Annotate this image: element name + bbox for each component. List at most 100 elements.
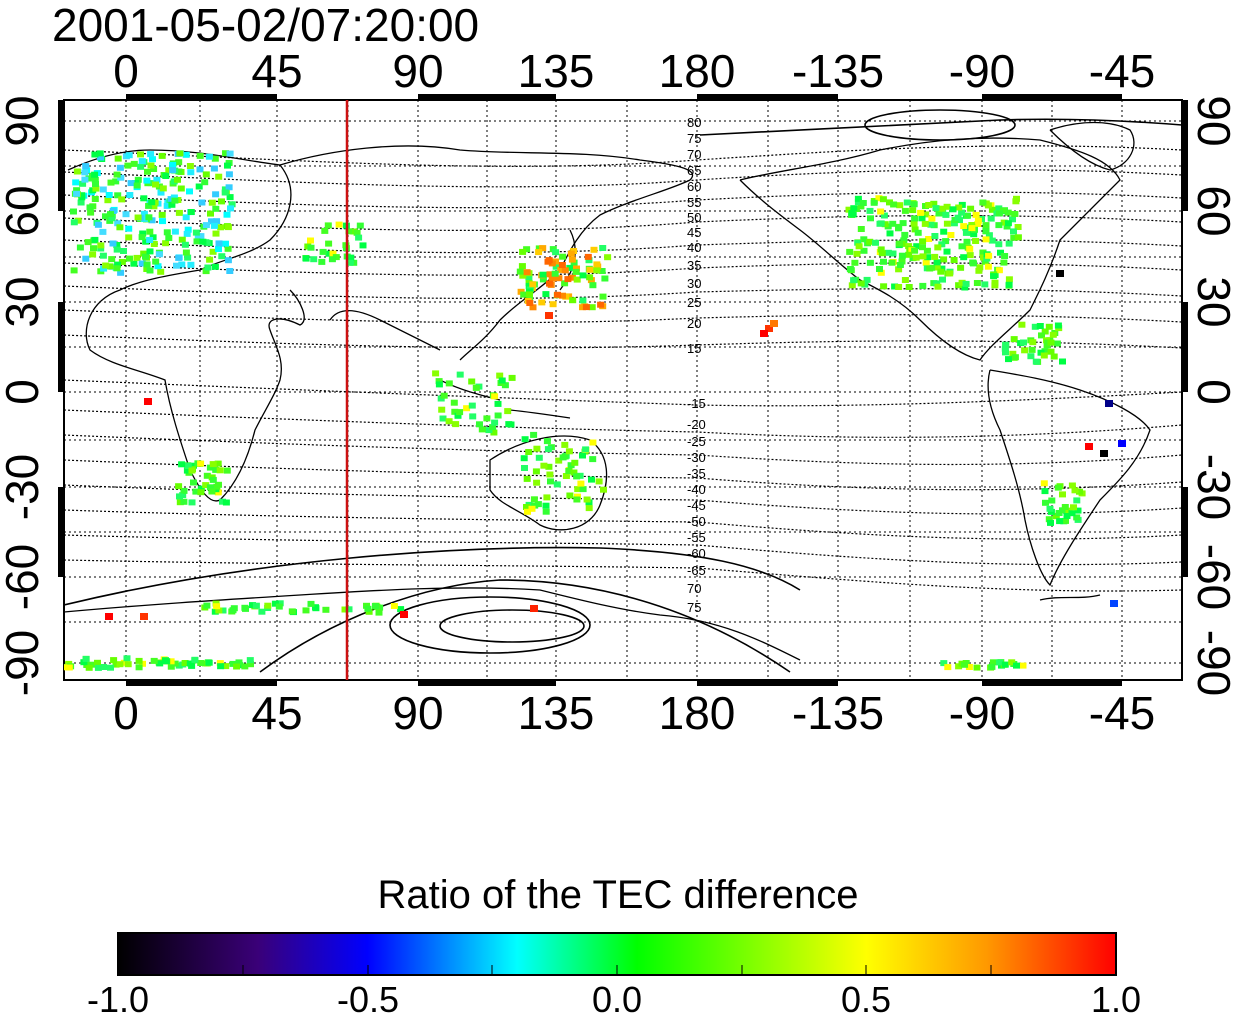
tec-data-cell [531, 502, 539, 509]
tec-data-cell [182, 151, 190, 158]
contour-labels-south: -15 -20 -25 -30 -35 -40 -45 -50 -55 -60 … [687, 396, 706, 615]
tec-data-cell [962, 280, 970, 287]
tec-data-cell [1068, 510, 1076, 517]
tec-data-cell [521, 465, 528, 471]
tec-data-cell [188, 499, 196, 506]
tec-data-cell [566, 264, 574, 271]
tec-data-cell [451, 408, 459, 415]
tec-data-cell [926, 265, 934, 272]
tec-data-cell [870, 199, 878, 206]
tec-data-cell [491, 419, 499, 426]
tec-data-cell [990, 273, 998, 280]
tec-data-cell [435, 378, 443, 385]
tec-data-cell [258, 608, 266, 615]
tec-data-cell [190, 462, 197, 469]
tec-data-cell [1029, 339, 1037, 346]
tec-data-cell [1000, 219, 1008, 226]
tec-data-cell [985, 252, 993, 259]
tec-data-cell [565, 468, 573, 474]
tec-data-cell [307, 237, 314, 244]
tec-data-cell [94, 664, 102, 671]
tec-data-hotspot [1085, 443, 1093, 450]
tec-data-cell [154, 263, 162, 270]
tec-data-cell [142, 238, 150, 245]
tec-data-cell [87, 209, 95, 216]
tec-data-cell [175, 254, 183, 261]
tec-data-cell [203, 602, 211, 609]
tec-data-cell [70, 219, 78, 226]
tec-data-cell [965, 664, 973, 670]
tec-data-cell [853, 250, 861, 257]
colorbar-tick-half: 0.5 [840, 979, 892, 1020]
tec-data-cell [211, 155, 219, 162]
tec-data-cell [197, 660, 205, 666]
tec-data-cell [555, 457, 563, 464]
tec-data-cell [582, 446, 590, 453]
tec-data-cell [175, 168, 183, 175]
tec-data-cell [113, 242, 121, 248]
tec-data-cell [880, 212, 888, 219]
tec-data-cell [81, 169, 89, 176]
tec-data-cell [913, 243, 921, 250]
contour-label: 45 [687, 225, 701, 240]
tec-data-cell [919, 244, 926, 251]
tec-data-cell [974, 221, 982, 227]
tec-data-cell [910, 220, 918, 227]
tec-data-cell [599, 245, 607, 251]
tec-data-cell [523, 475, 531, 482]
tec-data-cell [165, 235, 173, 241]
tec-data-cell [551, 270, 559, 277]
tec-data-cell [217, 663, 225, 670]
top-lon-tick-45: 45 [251, 45, 303, 97]
tec-data-cell [573, 496, 581, 503]
top-lon-tick-neg90: -90 [948, 45, 1016, 97]
tec-data-cell [886, 230, 894, 237]
tec-data-cell [1068, 482, 1076, 489]
tec-data-cell [204, 264, 212, 271]
contour-labels-north: 80 75 70 65 60 55 50 45 40 35 30 25 20 1… [687, 115, 701, 356]
tec-data-cell [985, 232, 993, 239]
tec-data-cell [567, 250, 575, 257]
tec-data-cell [967, 205, 975, 212]
tec-data-hotspot [144, 398, 152, 405]
contour-label: -50 [687, 514, 706, 529]
tec-data-cell [197, 489, 205, 496]
tec-data-cell [322, 606, 330, 613]
tec-data-cell [202, 482, 210, 489]
tec-data-cell [118, 196, 126, 203]
tec-data-cell [526, 300, 534, 306]
tec-data-cell [184, 463, 192, 469]
tec-data-cell [174, 176, 181, 183]
tec-data-cell [177, 185, 185, 192]
tec-data-cell [523, 269, 531, 276]
tec-data-cell [229, 660, 237, 667]
tec-data-cell [208, 218, 215, 225]
contour-label: 30 [687, 276, 701, 291]
tec-data-cell [1040, 352, 1048, 359]
tec-data-cell [933, 280, 941, 287]
tec-data-cell [215, 240, 223, 247]
tec-data-cell [1047, 348, 1055, 355]
tec-data-cell [113, 246, 121, 253]
tec-data-cell [930, 200, 938, 207]
tec-data-cell [335, 221, 343, 228]
tec-data-cell [494, 400, 502, 407]
tec-data-cell [210, 165, 218, 172]
magnetic-latitude-contours [64, 145, 1182, 592]
tec-data-cell [588, 304, 596, 311]
tec-data-cell [571, 459, 579, 466]
tec-data-cell [173, 262, 180, 269]
tec-data-cell [604, 254, 612, 261]
tec-data-cell [520, 291, 528, 298]
tec-data-cell [199, 238, 207, 245]
tec-data-cell [984, 263, 992, 270]
tec-data-cell [122, 211, 130, 218]
tec-data-cell [176, 493, 183, 500]
tec-data-cell [150, 241, 158, 247]
tec-data-cell [152, 181, 159, 188]
tec-data-cell [1074, 507, 1082, 514]
tec-data-cell [120, 659, 128, 666]
tec-data-cell [585, 505, 593, 512]
tec-data-cell [202, 222, 210, 229]
